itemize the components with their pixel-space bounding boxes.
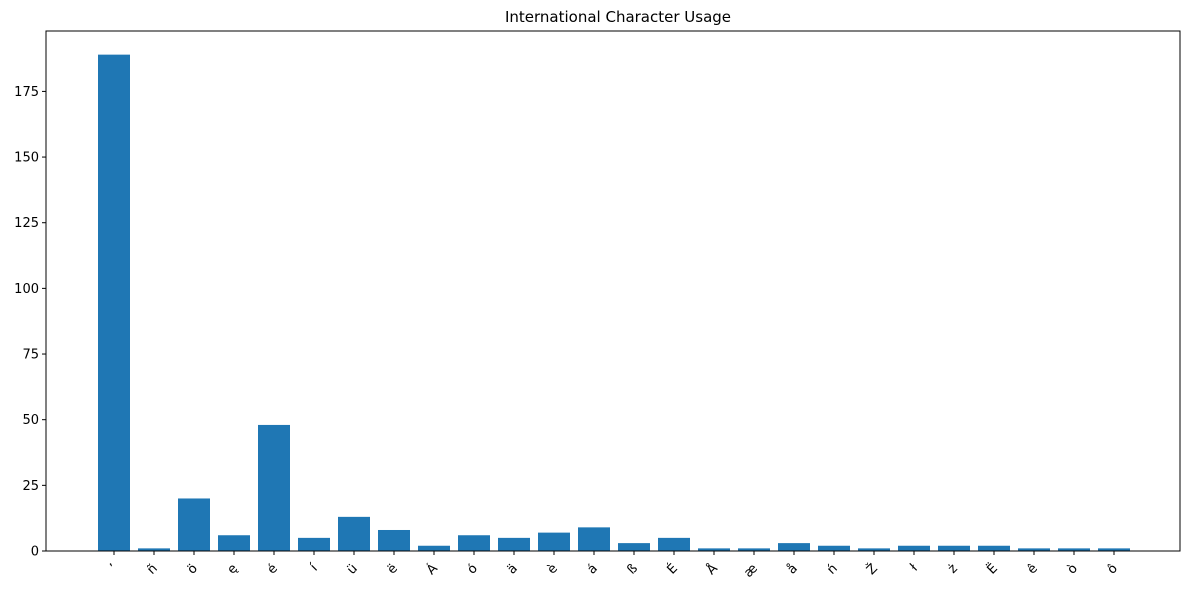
x-tick-label-10: ä	[505, 561, 521, 577]
x-tick-label-14: É	[664, 561, 681, 578]
bar-20	[898, 545, 930, 551]
y-tick-label-3: 75	[22, 348, 39, 363]
bar-23	[1018, 548, 1050, 551]
x-tick-label-3: ę	[225, 561, 241, 577]
y-tick-label-5: 125	[14, 216, 39, 231]
x-tick-label-17: å	[785, 561, 801, 577]
x-tick-label-25: ô	[1105, 561, 1121, 577]
x-tick-label-8: Á	[423, 560, 441, 578]
bar-8	[418, 545, 450, 551]
y-tick-label-1: 25	[22, 479, 39, 494]
bar-1	[138, 548, 170, 551]
x-tick-label-0: ’	[107, 561, 121, 575]
x-tick-label-11: è	[545, 561, 561, 577]
bar-10	[498, 537, 530, 551]
x-tick-label-6: ü	[344, 561, 360, 577]
x-tick-label-9: ó	[465, 561, 481, 577]
bar-18	[818, 545, 850, 551]
x-tick-label-5: í	[308, 561, 321, 574]
bar-22	[978, 545, 1010, 551]
bar-15	[698, 548, 730, 551]
bar-11	[538, 532, 570, 551]
bar-4	[258, 424, 290, 551]
x-tick-label-4: é	[265, 561, 281, 577]
x-tick-label-18: ń	[824, 561, 840, 577]
bar-24	[1058, 548, 1090, 551]
x-tick-label-7: ë	[385, 561, 401, 577]
y-tick-label-2: 50	[22, 413, 39, 428]
bar-3	[218, 535, 250, 551]
plot-frame	[45, 30, 1181, 552]
bar-16	[738, 548, 770, 551]
bar-13	[618, 543, 650, 551]
bar-21	[938, 545, 970, 551]
y-tick-label-0: 0	[31, 545, 39, 560]
bar-0	[98, 54, 130, 551]
bar-7	[378, 529, 410, 551]
bar-14	[658, 537, 690, 551]
bar-17	[778, 543, 810, 551]
y-tick-label-7: 175	[14, 85, 39, 100]
x-tick-label-21: ż	[945, 561, 961, 577]
bar-19	[858, 548, 890, 551]
x-tick-label-15: Å	[703, 560, 721, 578]
x-tick-label-19: Ž	[863, 560, 881, 578]
bar-25	[1098, 548, 1130, 551]
x-tick-label-2: ö	[185, 561, 201, 577]
x-tick-label-13: ß	[624, 561, 640, 577]
bar-6	[338, 516, 370, 551]
x-tick-label-23: ê	[1025, 561, 1041, 577]
y-tick-label-6: 150	[14, 151, 39, 166]
y-tick-label-4: 100	[14, 282, 39, 297]
chart-title: International Character Usage	[505, 8, 731, 26]
x-tick-label-1: ñ	[144, 561, 160, 577]
bar-9	[458, 535, 490, 551]
bars-group	[98, 54, 1130, 551]
x-tick-label-22: Ë	[984, 561, 1001, 578]
bar-2	[178, 498, 210, 551]
x-tick-label-12: á	[585, 561, 601, 577]
x-tick-label-16: æ	[741, 561, 761, 581]
y-axis: 0 25 50 75 100 125 150 175	[14, 85, 46, 560]
bar-5	[298, 537, 330, 551]
bar-12	[578, 527, 610, 551]
x-tick-label-24: ò	[1065, 561, 1081, 577]
x-tick-label-20: ł	[908, 561, 921, 574]
